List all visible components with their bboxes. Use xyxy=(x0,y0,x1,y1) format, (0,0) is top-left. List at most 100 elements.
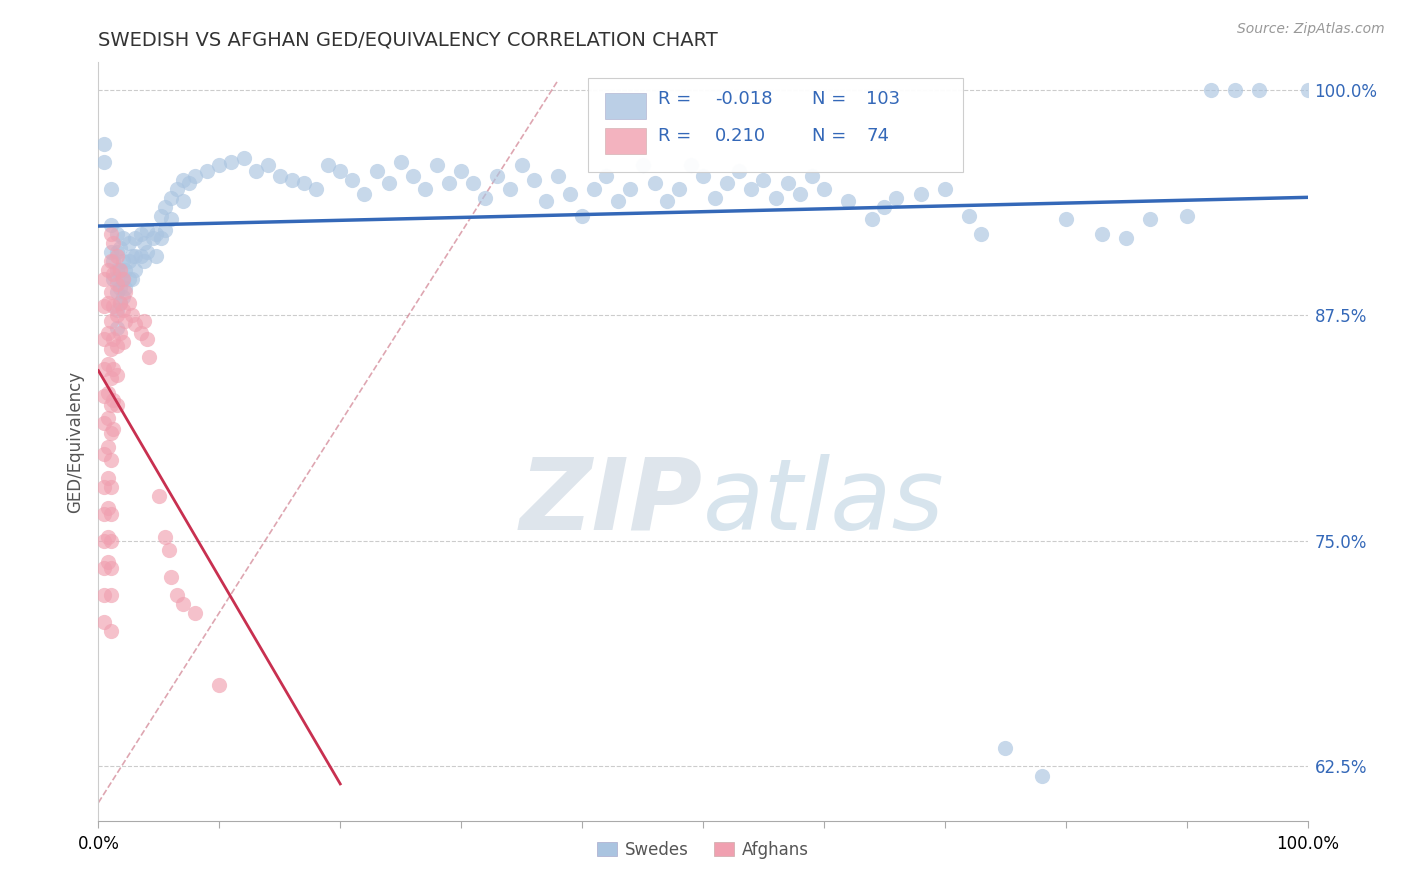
Point xyxy=(100,452,122,467)
Point xyxy=(124,263,146,277)
Point xyxy=(776,177,799,191)
Point xyxy=(138,350,160,364)
Point xyxy=(124,249,146,263)
Point xyxy=(1175,209,1198,223)
Text: SWEDISH VS AFGHAN GED/EQUIVALENCY CORRELATION CHART: SWEDISH VS AFGHAN GED/EQUIVALENCY CORREL… xyxy=(98,30,718,50)
Point xyxy=(100,425,122,440)
Point xyxy=(644,177,666,191)
Point xyxy=(100,507,122,521)
Point xyxy=(105,321,128,335)
Point xyxy=(100,399,122,413)
Point xyxy=(114,285,136,299)
Point xyxy=(100,244,122,259)
Point xyxy=(97,326,120,341)
Point xyxy=(148,489,170,503)
Point xyxy=(195,163,218,178)
Point xyxy=(1031,768,1053,782)
Point xyxy=(970,227,993,241)
Point xyxy=(426,158,449,172)
Point xyxy=(184,169,207,184)
Point xyxy=(111,272,134,286)
Point xyxy=(655,194,678,209)
Point xyxy=(1054,212,1077,227)
Point xyxy=(134,313,156,327)
Point xyxy=(105,227,128,241)
Text: N =: N = xyxy=(811,127,846,145)
Point xyxy=(93,332,115,346)
Point xyxy=(157,542,180,557)
Point xyxy=(129,326,152,341)
Point xyxy=(108,263,131,277)
Point xyxy=(366,163,388,178)
Point xyxy=(105,249,128,263)
Point xyxy=(93,447,115,461)
Point xyxy=(97,530,120,544)
Point xyxy=(135,223,157,237)
Point xyxy=(105,302,128,317)
Point xyxy=(860,212,883,227)
Point xyxy=(172,194,194,209)
Point xyxy=(716,177,738,191)
Point xyxy=(108,295,131,310)
Point xyxy=(474,191,496,205)
Point xyxy=(93,588,115,602)
Point xyxy=(93,507,115,521)
Point xyxy=(679,158,702,172)
Point xyxy=(166,588,188,602)
Point xyxy=(129,227,152,241)
Point xyxy=(105,263,128,277)
Point xyxy=(740,182,762,196)
Point xyxy=(101,299,124,313)
Point xyxy=(100,343,122,357)
Point xyxy=(595,169,617,184)
Point xyxy=(523,173,546,187)
Point xyxy=(957,209,980,223)
Point xyxy=(619,182,641,196)
Point xyxy=(208,158,231,172)
Point xyxy=(97,263,120,277)
Point xyxy=(437,177,460,191)
Point xyxy=(101,422,124,436)
Point xyxy=(100,254,122,268)
Point xyxy=(105,339,128,353)
Point xyxy=(179,177,201,191)
FancyBboxPatch shape xyxy=(588,78,963,172)
FancyBboxPatch shape xyxy=(605,128,647,154)
Point xyxy=(342,173,364,187)
Point xyxy=(583,182,606,196)
Point xyxy=(910,187,932,202)
FancyBboxPatch shape xyxy=(605,93,647,119)
Point xyxy=(305,182,328,196)
Legend: Swedes, Afghans: Swedes, Afghans xyxy=(591,834,815,865)
Point xyxy=(1296,82,1319,96)
Text: atlas: atlas xyxy=(703,454,945,550)
Point xyxy=(789,187,811,202)
Point xyxy=(108,281,131,295)
Point xyxy=(100,561,122,575)
Point xyxy=(994,741,1017,756)
Point xyxy=(208,678,231,692)
Text: 74: 74 xyxy=(866,127,889,145)
Point xyxy=(668,182,690,196)
Point xyxy=(316,158,339,172)
Point xyxy=(111,335,134,350)
Point xyxy=(105,244,128,259)
Point xyxy=(450,163,472,178)
Point xyxy=(93,136,115,151)
Point xyxy=(93,615,115,629)
Point xyxy=(101,254,124,268)
Point xyxy=(108,241,131,255)
Point xyxy=(728,163,751,178)
Point xyxy=(292,177,315,191)
Point xyxy=(135,332,157,346)
Y-axis label: GED/Equivalency: GED/Equivalency xyxy=(66,370,84,513)
Point xyxy=(353,187,375,202)
Point xyxy=(153,200,176,214)
Point xyxy=(118,235,141,250)
Point xyxy=(101,332,124,346)
Point xyxy=(256,158,278,172)
Point xyxy=(150,209,173,223)
Point xyxy=(100,480,122,494)
Point xyxy=(1199,82,1222,96)
Point xyxy=(100,227,122,241)
